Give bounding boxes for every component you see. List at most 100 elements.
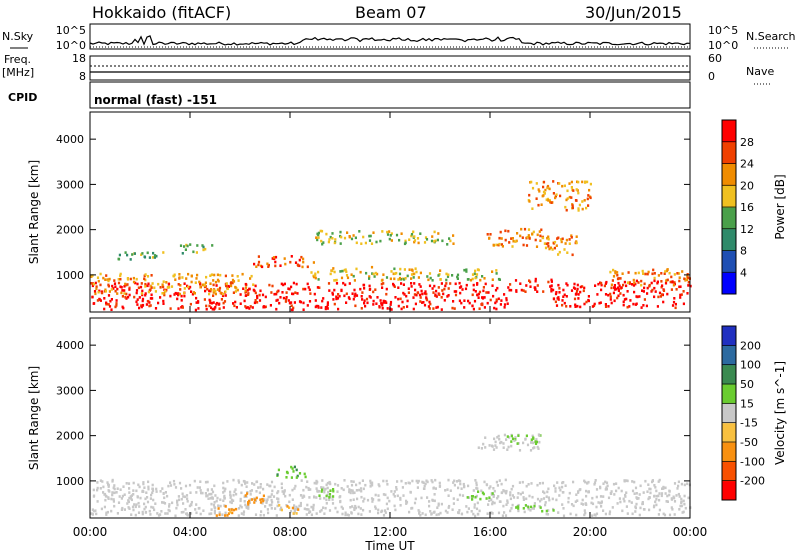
velocity-cell <box>168 505 171 508</box>
velocity-cell <box>137 511 141 514</box>
power-cell <box>578 203 581 207</box>
velocity-cell <box>574 500 577 503</box>
velocity-cell <box>415 479 418 483</box>
velocity-cell <box>472 489 475 492</box>
power-cell <box>261 293 265 297</box>
velocity-cell <box>664 492 667 495</box>
velocity-cell <box>590 501 593 505</box>
velocity-cell <box>272 495 276 498</box>
power-cell <box>248 307 251 310</box>
velocity-cell <box>270 507 273 510</box>
power-cell <box>625 284 628 288</box>
power-cell <box>577 209 580 212</box>
power-cell <box>140 292 143 295</box>
velocity-cell <box>152 498 155 502</box>
power-cell <box>352 234 355 237</box>
power-cell <box>486 301 489 305</box>
velocity-cell <box>356 497 359 501</box>
power-cell <box>550 201 553 204</box>
velocity-cell <box>248 499 251 503</box>
velocity-cell <box>161 487 164 490</box>
velocity-cell <box>642 491 645 494</box>
power-cell <box>577 207 580 210</box>
power-cell <box>389 300 393 304</box>
velocity-cell <box>148 509 151 513</box>
velocity-cell <box>167 508 170 512</box>
power-cell <box>524 290 527 293</box>
power-cell <box>215 301 219 305</box>
velocity-cell <box>660 492 664 495</box>
power-cell <box>607 305 610 308</box>
velocity-cell <box>517 492 520 495</box>
velocity-cell <box>680 497 683 501</box>
velocity-cell <box>545 495 548 498</box>
velocity-cell <box>259 513 262 517</box>
power-cell <box>413 240 416 244</box>
velocity-cell <box>188 504 191 508</box>
velocity-cell <box>326 481 329 485</box>
nave-tick-top: 60 <box>708 52 722 65</box>
power-cell <box>165 281 168 284</box>
power-cell <box>208 289 211 293</box>
power-cell <box>622 303 625 307</box>
velocity-cell <box>510 487 513 491</box>
power-cell <box>386 230 389 234</box>
velocity-cell <box>527 483 530 486</box>
velocity-cell <box>99 479 102 482</box>
velocity-cell <box>268 503 271 507</box>
power-cell <box>661 284 664 287</box>
velocity-cell <box>490 511 493 515</box>
velocity-cell <box>593 513 596 516</box>
velocity-cell <box>223 497 226 500</box>
velocity-cell <box>295 468 298 472</box>
velocity-cell <box>431 499 434 502</box>
power-cell <box>95 287 98 291</box>
power-cell <box>205 275 208 279</box>
velocity-cell <box>531 434 534 438</box>
power-cell <box>496 286 499 290</box>
velocity-cell <box>291 467 294 470</box>
power-cell <box>198 280 201 284</box>
velocity-cell <box>529 449 533 452</box>
velocity-cell <box>306 480 309 483</box>
velocity-cell <box>143 507 146 511</box>
velocity-cell <box>322 486 325 489</box>
velocity-cell <box>107 496 110 499</box>
velocity-cell <box>613 493 616 496</box>
velocity-cell <box>639 484 642 488</box>
velocity-cell <box>500 491 503 495</box>
power-cell <box>154 307 158 310</box>
velocity-cell <box>493 489 496 493</box>
velocity-cell <box>591 496 594 500</box>
power-cell <box>345 292 348 296</box>
velocity-cell <box>567 500 570 504</box>
power-cell <box>421 301 424 304</box>
velocity-cell <box>240 483 243 487</box>
power-cell <box>390 239 393 242</box>
velocity-cell <box>298 472 302 475</box>
power-cell <box>314 276 317 280</box>
velocity-cell <box>155 487 158 491</box>
velocity-cell <box>657 513 660 516</box>
power-cell <box>173 293 176 296</box>
power-cell <box>257 263 260 267</box>
power-cell <box>441 289 444 292</box>
power-cell <box>412 296 415 299</box>
power-cell <box>525 244 529 247</box>
power-cell <box>320 239 323 243</box>
power-cell <box>288 287 291 291</box>
power-cell <box>107 284 110 288</box>
power-cell <box>120 286 123 289</box>
power-cell <box>503 293 506 296</box>
velocity-cell <box>467 507 470 510</box>
power-cell <box>406 305 409 308</box>
power-cell <box>617 289 620 292</box>
power-cell <box>534 279 537 283</box>
power-cell <box>453 307 456 310</box>
velocity-cell <box>347 514 350 517</box>
velocity-cell <box>297 508 300 511</box>
power-cell <box>347 296 350 299</box>
power-cell <box>108 305 112 308</box>
velocity-cell <box>213 501 216 504</box>
